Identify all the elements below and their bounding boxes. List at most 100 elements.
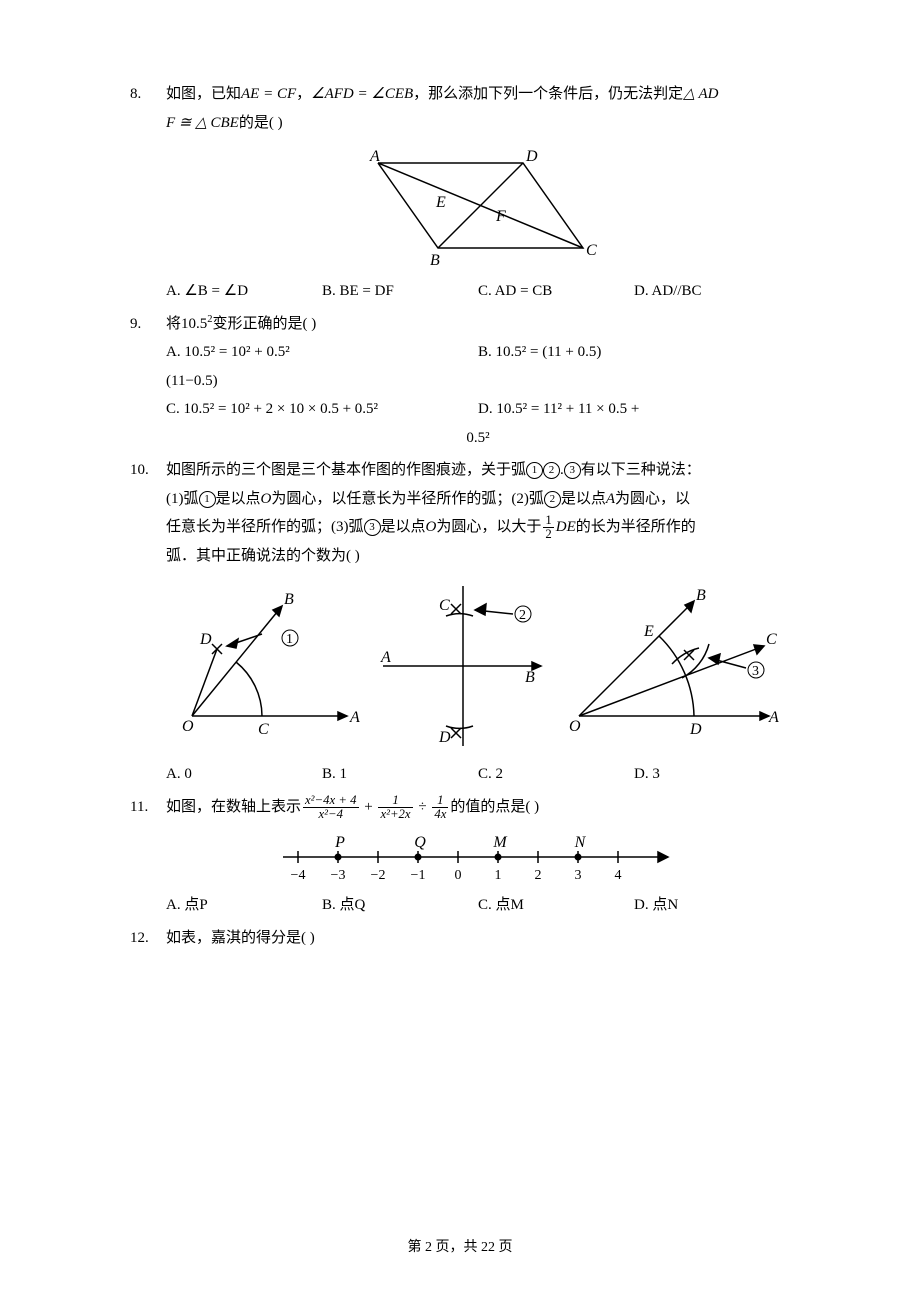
q10-c3b: 3	[364, 519, 381, 536]
q8-stem2b: 的是( )	[239, 115, 283, 131]
q8-math1: AE = CF	[241, 86, 296, 102]
q10-optD: D. 3	[634, 760, 790, 789]
q10f1-B: B	[284, 591, 294, 608]
q10-s3a: 任意长为半径所作的弧；(3)弧	[166, 519, 364, 535]
q9-m1: 10.5	[181, 316, 207, 332]
q10f3-B: B	[696, 587, 706, 604]
q10-fn: 1	[543, 514, 553, 527]
q8-lF: F	[495, 208, 506, 225]
q10f3-O: O	[569, 718, 581, 735]
q10-s2e: 为圆心，以	[615, 491, 690, 507]
q10f3-circ3: 3	[748, 662, 764, 679]
q8-stem-line2: F ≅ △ CBE的是( )	[166, 109, 790, 138]
q10-s1a: 如图所示的三个图是三个基本作图的作图痕迹，关于弧	[166, 462, 526, 478]
q11-stem: 如图，在数轴上表示x²−4x + 4x²−4 + 1x²+2x ÷ 14x的值的…	[166, 793, 790, 822]
q8-body: 如图，已知AE = CF，∠AFD = ∠CEB，那么添加下列一个条件后，仍无法…	[166, 80, 790, 306]
q8-lD: D	[525, 148, 538, 165]
q12-num: 12.	[130, 924, 166, 953]
q10-body: 如图所示的三个图是三个基本作图的作图痕迹，关于弧12.3有以下三种说法： (1)…	[166, 456, 790, 789]
svg-text:−1: −1	[411, 868, 426, 883]
svg-text:−4: −4	[291, 868, 306, 883]
q10-fig1: O A B C D 1	[172, 586, 362, 746]
q8-stem2a: F ≅ △ CBE	[166, 115, 239, 131]
svg-text:2: 2	[535, 868, 542, 883]
q10-s3O: O	[426, 519, 437, 535]
q10-num: 10.	[130, 456, 166, 485]
q10-stem1: 如图所示的三个图是三个基本作图的作图痕迹，关于弧12.3有以下三种说法：	[166, 456, 790, 485]
q8-stem-a: 如图，已知	[166, 86, 241, 102]
q10-s3DE: DE	[556, 519, 576, 535]
q10f1-O: O	[182, 718, 194, 735]
q10-optB: B. 1	[322, 760, 478, 789]
q11-optD: D. 点N	[634, 891, 790, 920]
q8-optA: A. ∠B = ∠D	[166, 277, 322, 306]
q9-optB-cont: (11−0.5)	[166, 367, 790, 396]
svg-text:−2: −2	[371, 868, 386, 883]
q11-f1n: x²−4x + 4	[303, 794, 358, 807]
q10f2-A: A	[380, 649, 391, 666]
q10-c2b: 2	[544, 491, 561, 508]
q9-optC: C. 10.5² = 10² + 2 × 10 × 0.5 + 0.5²	[166, 395, 478, 424]
q8-num: 8.	[130, 80, 166, 109]
svg-text:N: N	[574, 834, 587, 851]
svg-text:−3: −3	[331, 868, 346, 883]
q8-optD: D. AD//BC	[634, 277, 790, 306]
svg-text:P: P	[334, 834, 345, 851]
q10-frac: 12	[543, 514, 553, 541]
q10-c1b: 1	[199, 491, 216, 508]
q10-stem2: (1)弧1是以点O为圆心，以任意长为半径所作的弧；(2)弧2是以点A为圆心，以	[166, 485, 790, 514]
svg-text:3: 3	[575, 868, 582, 883]
q8-math2: ∠AFD = ∠CEB	[311, 86, 413, 102]
q11-f2n: 1	[378, 794, 412, 807]
q11-figure: −4−3−2−101234PQMN	[166, 827, 790, 887]
q10-figures: O A B C D 1	[166, 576, 790, 756]
q10f2-C: C	[439, 597, 450, 614]
q10f2-B: B	[525, 669, 535, 686]
q10f2-circ2: 2	[515, 606, 531, 623]
q10-optA: A. 0	[166, 760, 322, 789]
q11-f2d: x²+2x	[378, 807, 412, 821]
q10-s2a: (1)弧	[166, 491, 199, 507]
q10-s2b: 是以点	[216, 491, 261, 507]
svg-text:0: 0	[455, 868, 462, 883]
q10-fig2: A B C D 2	[373, 576, 553, 756]
q8-optC: C. AD = CB	[478, 277, 634, 306]
q8-stem-b: ，	[296, 86, 311, 102]
q11-f3d: 4x	[432, 807, 448, 821]
q9-stem-b: 变形正确的是( )	[213, 316, 317, 332]
q12-body: 如表，嘉淇的得分是( )	[166, 924, 790, 953]
q10f1-D: D	[199, 631, 212, 648]
q11-body: 如图，在数轴上表示x²−4x + 4x²−4 + 1x²+2x ÷ 14x的值的…	[166, 793, 790, 920]
q8-stem-c: ，那么添加下列一个条件后，仍无法判定	[413, 86, 683, 102]
q8-svg: A D E F B C	[348, 143, 608, 273]
svg-text:M: M	[492, 834, 508, 851]
q8-stem: 如图，已知AE = CF，∠AFD = ∠CEB，那么添加下列一个条件后，仍无法…	[166, 80, 790, 109]
q10-fd: 2	[543, 527, 553, 541]
q10-s3c: 为圆心，以大于	[436, 519, 541, 535]
q10f3-D: D	[689, 721, 702, 738]
q10-s2O: O	[261, 491, 272, 507]
q10-s2d: 是以点	[561, 491, 606, 507]
q11-div: ÷	[415, 799, 431, 815]
q10f3-A: A	[768, 709, 779, 726]
q8-lC: C	[586, 242, 597, 259]
q8-figure: A D E F B C	[166, 143, 790, 273]
q10-s1c: 有以下三种说法：	[581, 462, 701, 478]
q12-stem: 如表，嘉淇的得分是( )	[166, 924, 790, 953]
q9-options-row2: C. 10.5² = 10² + 2 × 10 × 0.5 + 0.5² D. …	[166, 395, 790, 424]
q8-lE: E	[435, 194, 446, 211]
q11-optA: A. 点P	[166, 891, 322, 920]
q9-stem: 将10.52变形正确的是( )	[166, 310, 790, 339]
q10f1-circ1: 1	[282, 630, 298, 647]
q10-c3a: 3	[564, 462, 581, 479]
q9-optA: A. 10.5² = 10² + 0.5²	[166, 338, 478, 367]
q11-axis: −4−3−2−101234PQMN	[268, 827, 688, 887]
q11-num: 11.	[130, 793, 166, 822]
q9-body: 将10.52变形正确的是( ) A. 10.5² = 10² + 0.5² B.…	[166, 310, 790, 453]
q10f1-A: A	[349, 709, 360, 726]
q9-optB: B. 10.5² = (11 + 0.5)	[478, 338, 790, 367]
q10-c1a: 1	[526, 462, 543, 479]
q10-stem4: 弧．其中正确说法的个数为( )	[166, 542, 790, 571]
q11-f3n: 1	[432, 794, 448, 807]
q9-options-row1: A. 10.5² = 10² + 0.5² B. 10.5² = (11 + 0…	[166, 338, 790, 367]
